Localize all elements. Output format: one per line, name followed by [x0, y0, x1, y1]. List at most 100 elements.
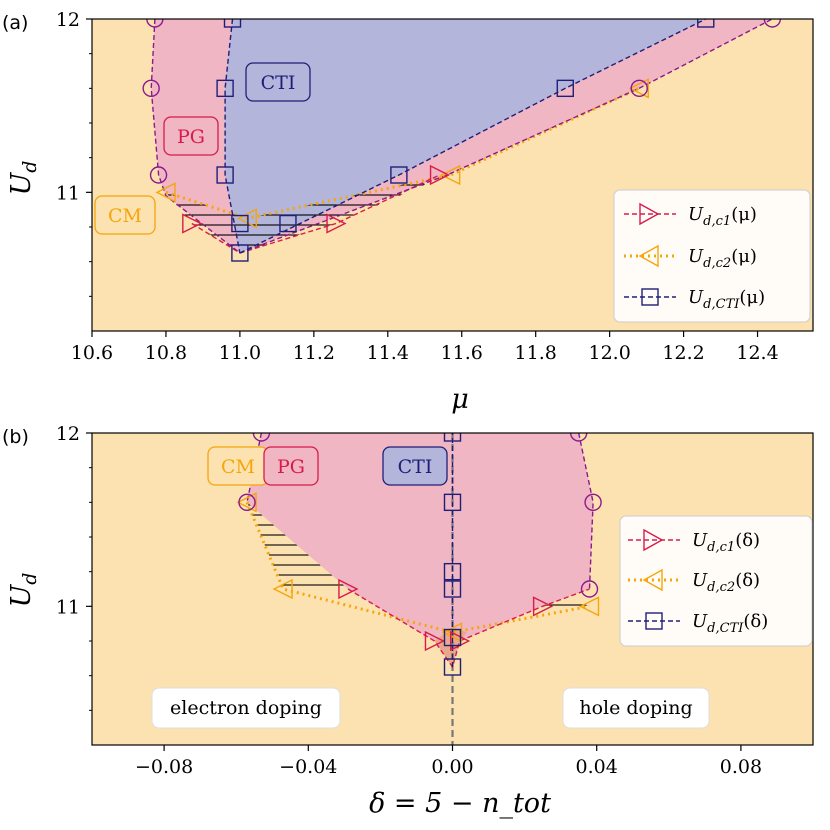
c2-marker-a [155, 182, 176, 203]
x-tick-label: 12.0 [588, 342, 630, 364]
series-c2-line-a [165, 86, 640, 220]
pg-label-a: PG [177, 126, 205, 148]
circle-marker-b [569, 433, 588, 442]
y-tick-label: 12 [56, 423, 80, 445]
hatched-coexistence-b-left [247, 502, 348, 589]
x-tick-label: 0.04 [576, 756, 618, 778]
x-tick-label: −0.08 [135, 756, 193, 778]
region-label-cm-b: CM [207, 446, 269, 486]
hatched-coexistence-a [165, 175, 447, 253]
cti-marker-a [390, 166, 408, 184]
y-axis-label-a: Ud [6, 161, 41, 196]
y-axis-label-b: Ud [6, 573, 41, 608]
region-label-cm-a: CM [94, 195, 156, 235]
circle-marker-b [584, 493, 602, 512]
pg-right-boundary-a [239, 19, 773, 254]
legend-b: Ud,c1(δ) Ud,c2(δ) Ud,CTI(δ) [619, 515, 813, 647]
markers-a [142, 19, 782, 262]
x-tick-label: 0.00 [431, 756, 473, 778]
x-tick-label: 12.4 [736, 342, 778, 364]
series-cti-line-a [224, 19, 241, 254]
x-axis-label-b: δ = 5 − n_tot [369, 788, 551, 819]
x-tick-label: 11.4 [367, 342, 409, 364]
legend-item-c1-b: Ud,c1(δ) [628, 528, 760, 555]
cm-label-a: CM [108, 205, 142, 227]
y-tick-label: 11 [56, 596, 80, 618]
region-label-pg-b: PG [263, 446, 319, 486]
cti-marker-a [231, 214, 249, 233]
c1-marker-a [182, 213, 203, 234]
pg-right-boundary-b [578, 433, 594, 590]
x-tick-label: 12.2 [662, 342, 704, 364]
x-tick-label: 11.8 [515, 342, 557, 364]
legend-a: Ud,c1(μ) Ud,c2(μ) Ud,CTI(μ) [613, 189, 811, 323]
pg-region-b [247, 433, 594, 641]
circle-marker-a [630, 79, 648, 98]
cti-marker-b [443, 493, 462, 512]
cti-marker-a [279, 214, 297, 233]
c1-marker-a [429, 164, 451, 186]
circle-marker-a [149, 166, 168, 184]
electron-doping-label: electron doping [170, 697, 322, 719]
legend-item-cti-b: Ud,CTI(δ) [628, 611, 768, 636]
x-tick-label: 11.2 [293, 342, 335, 364]
svg-text:Ud,c1(δ): Ud,c1(δ) [692, 530, 760, 555]
c2-marker-b [578, 596, 600, 617]
circle-marker-b [252, 433, 271, 442]
axes-frame-a [91, 18, 814, 332]
cti-label-a: CTI [261, 72, 296, 94]
cti-label-b: CTI [398, 456, 433, 478]
panel-b: (b) −0.08 −0.04 0.00 0.04 0.08 11 12 CM PG [2, 423, 814, 819]
hatched-coexistence-b-right [542, 597, 590, 607]
annotation-electron-doping: electron doping [151, 687, 341, 729]
c1-marker-b [532, 596, 554, 617]
ticks-a: 10.6 10.8 11.0 11.2 11.4 11.6 11.8 12.0 12.2 12.4… [56, 9, 779, 364]
y-tick-label: 11 [56, 182, 80, 204]
circle-marker-b [580, 580, 599, 598]
x-tick-label: 10.6 [71, 342, 113, 364]
legend-item-c2-b: Ud,c2(δ) [628, 568, 760, 595]
legend-item-cti-a: Ud,CTI(μ) [624, 287, 765, 312]
svg-text:Ud,CTI(μ): Ud,CTI(μ) [688, 287, 765, 312]
c2-marker-b [441, 622, 463, 643]
x-tick-label: 11.6 [441, 342, 483, 364]
x-tick-label: 0.08 [720, 756, 762, 778]
cti-marker-b [443, 580, 462, 598]
cti-marker-a [231, 244, 249, 262]
panel-a-plot-area [92, 19, 813, 331]
series-c1-line-b [347, 588, 590, 669]
svg-text:Ud,c2(μ): Ud,c2(μ) [688, 246, 757, 271]
pg-left-boundary-a [150, 19, 241, 254]
region-label-cti-b: CTI [382, 446, 448, 486]
region-label-pg-a: PG [163, 116, 219, 156]
panel-a: (a) 10.6 10.8 11.0 11.2 11.4 11.6 11.8 12.0 12.2… [2, 9, 814, 415]
c1-marker-b [338, 578, 359, 600]
cti-marker-b [443, 628, 462, 647]
cti-marker-b [443, 433, 462, 442]
cti-marker-a [223, 19, 242, 28]
cti-marker-a [216, 166, 234, 184]
series-c2-line-b [245, 501, 590, 634]
legend-item-c2-a: Ud,c2(μ) [624, 244, 757, 271]
cti-marker-b [443, 562, 462, 581]
c2-marker-b [236, 492, 257, 513]
c2-marker-a [628, 78, 649, 99]
c1-marker-b [424, 630, 446, 652]
c2-marker-a [440, 164, 461, 186]
legend-item-c1-a: Ud,c1(μ) [624, 202, 757, 229]
x-axis-label-a: μ [451, 384, 469, 415]
x-tick-label: 10.8 [145, 342, 187, 364]
panel-b-label: (b) [2, 426, 29, 448]
markers-b [236, 433, 602, 676]
x-tick-label: −0.04 [279, 756, 337, 778]
cti-marker-a [556, 79, 574, 98]
circle-marker-a [146, 19, 164, 28]
circle-marker-a [763, 19, 782, 28]
svg-text:Ud,CTI(δ): Ud,CTI(δ) [692, 611, 768, 636]
region-label-cti-a: CTI [245, 62, 311, 102]
circle-marker-b [238, 493, 256, 512]
pg-label-b: PG [277, 456, 305, 478]
panel-a-label: (a) [2, 12, 28, 34]
c1-marker-a [326, 213, 347, 234]
